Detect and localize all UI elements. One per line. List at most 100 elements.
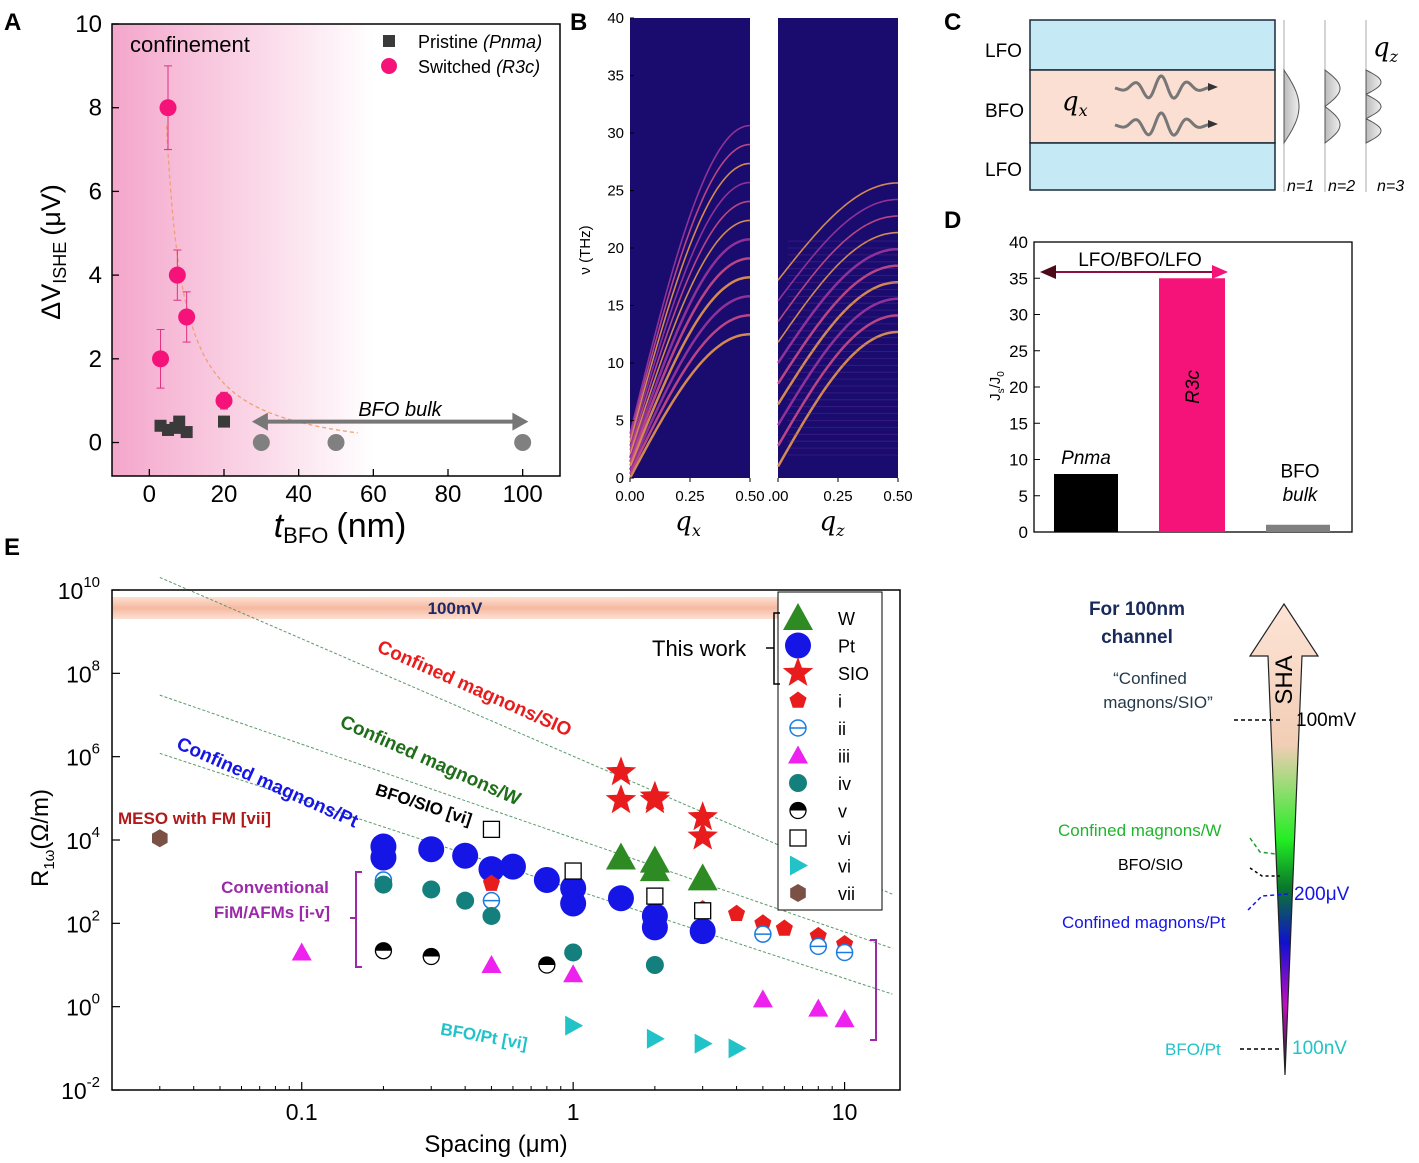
legend-label-e: i <box>838 692 842 712</box>
dispersion-branch <box>628 314 751 475</box>
x-tick-label-e: 10 <box>832 1099 858 1125</box>
bar-bulk <box>1266 524 1330 532</box>
ref-iii-point <box>834 1009 855 1028</box>
sio-point <box>687 820 718 850</box>
dispersion-branch <box>776 330 899 468</box>
y-tick-label-e: 104 <box>66 824 100 854</box>
y-tick-label-d: 10 <box>1009 451 1028 470</box>
ref-iii-point <box>481 955 502 973</box>
bar-label-r3c: R3c <box>1183 370 1204 404</box>
legend-label-e: vii <box>838 884 855 904</box>
y-tick-label-e: 10-2 <box>61 1074 100 1104</box>
y-tick-label-e: 106 <box>66 741 100 771</box>
ref-vi-triangle-point <box>565 1015 584 1036</box>
pt-point <box>452 842 479 869</box>
dispersion-branch <box>628 238 751 459</box>
x-tick-label-a: 40 <box>285 481 312 508</box>
bulk-arrow-head-left <box>251 412 268 431</box>
y-tick-label-d: 15 <box>1009 414 1028 433</box>
mode-profile-n2 <box>1324 68 1341 145</box>
y-tick-label-a: 8 <box>89 95 102 122</box>
legend-label-e: iii <box>838 747 850 767</box>
legend-pristine-marker <box>383 35 395 47</box>
y-axis-label-d: Js/J0 <box>987 371 1007 401</box>
leader-confined-w <box>1249 837 1277 855</box>
y-tick-label-a: 2 <box>89 346 102 373</box>
this-work-bracket <box>766 612 780 685</box>
confinement-region <box>112 24 374 476</box>
w-point <box>639 854 670 882</box>
y-tick-label-a: 4 <box>89 262 102 289</box>
ref-vi-square-point <box>482 820 501 839</box>
ref-iii-point <box>808 998 829 1017</box>
ref-v-point-fill <box>538 957 555 965</box>
ref-iv-point <box>645 956 664 974</box>
dispersion-branch <box>628 295 751 471</box>
x-tick-label-e: 0.1 <box>286 1099 318 1125</box>
ref-vi-triangle-point <box>694 1033 713 1054</box>
switched-point <box>178 308 196 326</box>
bar-r3c <box>1159 278 1225 532</box>
y-tick-label-b: 30 <box>607 125 624 142</box>
sha-confined-w: Confined magnons/W <box>1058 821 1221 840</box>
level-100mv: 100mV <box>1296 710 1357 731</box>
bulk-arrow-head-right <box>512 412 529 431</box>
dispersion-branch <box>628 257 751 463</box>
panel-a: A confinement 0 20 40 60 80 100 0 2 4 6 8 10 BFO bu… <box>4 9 561 548</box>
y-tick-label-d: 25 <box>1009 342 1028 361</box>
confinement-label: confinement <box>130 32 250 57</box>
x-tick-label-b: 0.50 <box>883 488 912 505</box>
ref-v-point-fill <box>423 948 440 957</box>
dispersion-branch <box>776 297 899 426</box>
trend-lines <box>159 576 893 995</box>
dispersion-branch <box>776 314 899 447</box>
y-axis-label-e: R1ω(Ω/m) <box>27 789 58 887</box>
trend-line <box>159 694 893 949</box>
ref-i-point <box>775 919 793 936</box>
dispersion-branch <box>629 219 751 455</box>
legend-switched-marker <box>381 58 397 74</box>
x-axis-label-qz: qz <box>819 507 845 540</box>
y-tick-label-d: 35 <box>1009 269 1028 288</box>
sha-title-line2: channel <box>1101 627 1173 648</box>
ref-vi-square-point <box>646 887 664 905</box>
dispersion-branch <box>776 264 899 385</box>
label-lfo-bottom: LFO <box>985 160 1022 181</box>
x-tick-label-a: 0 <box>143 481 156 508</box>
wave-arrow-top <box>1208 83 1218 91</box>
label-lfo-top: LFO <box>985 41 1022 62</box>
y-tick-label-b: 40 <box>607 10 624 27</box>
pt-point <box>785 632 811 659</box>
fit-curve <box>165 125 358 434</box>
label-bfo-pt: BFO/Pt [vi] <box>439 1020 529 1054</box>
qz-label: qz <box>1373 33 1399 66</box>
panel-label-e: E <box>4 534 20 561</box>
legend-label-e: v <box>838 802 847 822</box>
legend-label-e: SIO <box>838 664 869 684</box>
axes-a: 0 20 40 60 80 100 0 2 4 6 8 10 <box>75 11 542 508</box>
y-tick-label-b: 35 <box>607 68 624 85</box>
panel-e: E 100mV 0.1 1 10 10-2 100 102 104 106 108 1010 Co… <box>4 534 901 1158</box>
sha-bfo-pt: BFO/Pt <box>1165 1040 1221 1059</box>
mode-label-n2: n=2 <box>1328 178 1355 195</box>
sha-confined-pt: Confined magnons/Pt <box>1062 913 1226 932</box>
sha-bfo-sio: BFO/SIO <box>1118 857 1183 874</box>
sio-point <box>639 784 671 814</box>
x-axis-label-e: Spacing (μm) <box>424 1131 567 1158</box>
wave-arrow-bottom <box>1208 120 1218 128</box>
ref-vi-triangle-point <box>646 1028 665 1049</box>
label-confined-w: Confined magnons/W <box>337 712 524 811</box>
y-tick-label-b: 5 <box>616 413 624 430</box>
voltage-band-100mv <box>112 597 780 619</box>
w-point <box>605 842 636 870</box>
w-point <box>687 863 718 891</box>
dispersion-branch <box>777 231 899 343</box>
ref-iv-point <box>564 943 583 962</box>
bracket-conventional <box>350 871 362 968</box>
x-tick-label-b: .00 <box>768 488 789 505</box>
ref-i-point <box>482 874 500 891</box>
x-tick-label-b: 0.25 <box>823 488 852 505</box>
leader-bfo-sio <box>1249 867 1280 877</box>
